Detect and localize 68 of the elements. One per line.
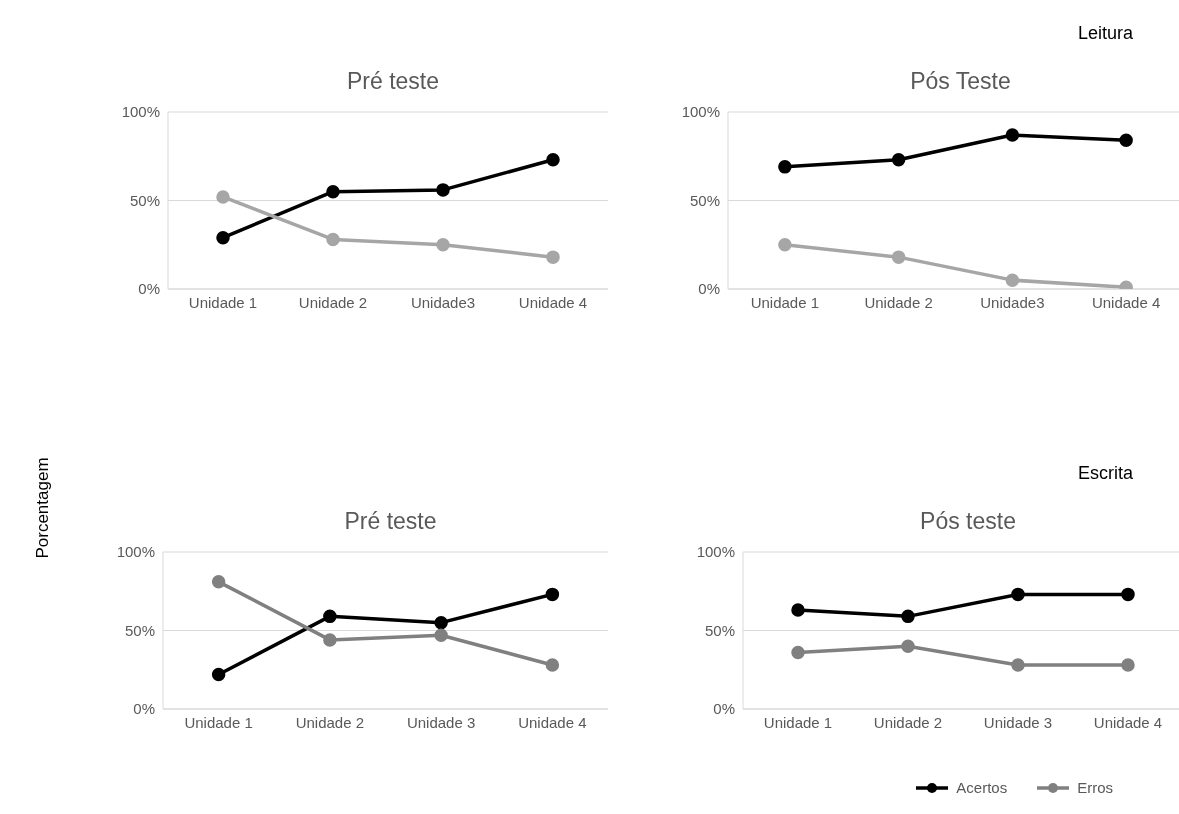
point bbox=[1121, 658, 1135, 672]
y-tick-label: 100% bbox=[121, 103, 160, 121]
y-tick-label: 100% bbox=[116, 543, 155, 561]
y-tick-label: 0% bbox=[713, 700, 735, 718]
x-tick-label: Unidade 1 bbox=[184, 713, 253, 731]
y-axis-title: Porcentagem bbox=[33, 456, 53, 561]
point bbox=[323, 633, 337, 647]
x-tick-label: Unidade 4 bbox=[1093, 713, 1163, 731]
point bbox=[891, 250, 906, 264]
chart-title: Pré teste bbox=[343, 508, 438, 536]
point bbox=[891, 153, 906, 167]
point bbox=[211, 667, 226, 682]
x-tick-label: Unidade 1 bbox=[750, 293, 820, 311]
point bbox=[1005, 128, 1020, 142]
chart-title: Pré teste bbox=[345, 68, 440, 96]
x-tick-label: Unidade 4 bbox=[518, 293, 588, 311]
x-tick-label: Unidade 2 bbox=[298, 293, 368, 311]
y-tick-label: 100% bbox=[681, 103, 720, 121]
y-tick-label: 100% bbox=[696, 543, 735, 561]
x-tick-label: Unidade 2 bbox=[864, 293, 933, 311]
chart-title: Pós teste bbox=[919, 508, 1017, 536]
x-tick-label: Unidade 3 bbox=[406, 713, 476, 731]
text: Escrita bbox=[1077, 463, 1133, 484]
point bbox=[901, 609, 915, 624]
y-tick-label: 0% bbox=[698, 280, 720, 298]
point bbox=[216, 190, 230, 204]
x-tick-label: Unidade 4 bbox=[1091, 293, 1161, 311]
x-tick-label: Unidade 2 bbox=[295, 713, 365, 731]
point bbox=[791, 603, 805, 617]
point bbox=[1011, 658, 1025, 672]
y-tick-label: 0% bbox=[138, 280, 160, 298]
point bbox=[326, 232, 340, 247]
legend-label: Erros bbox=[1077, 779, 1113, 796]
point bbox=[1119, 133, 1133, 148]
point bbox=[1005, 273, 1020, 287]
point bbox=[211, 575, 226, 589]
x-tick-label: Unidade3 bbox=[410, 293, 476, 311]
point bbox=[546, 153, 560, 167]
point bbox=[546, 250, 560, 264]
x-tick-label: Unidade 4 bbox=[518, 713, 587, 731]
y-tick-label: 50% bbox=[704, 621, 735, 639]
point bbox=[545, 587, 560, 602]
point bbox=[1121, 587, 1135, 602]
point bbox=[436, 238, 450, 252]
y-tick-label: 0% bbox=[133, 700, 155, 718]
point bbox=[901, 639, 915, 653]
y-tick-label: 50% bbox=[689, 191, 720, 209]
x-tick-label: Unidade 1 bbox=[763, 713, 833, 731]
x-tick-label: Unidade3 bbox=[980, 293, 1045, 311]
point bbox=[436, 183, 450, 197]
point bbox=[778, 238, 792, 252]
x-tick-label: Unidade 2 bbox=[873, 713, 943, 731]
point bbox=[434, 628, 448, 642]
point bbox=[323, 609, 337, 624]
point bbox=[791, 645, 805, 660]
point bbox=[216, 230, 230, 245]
text: Leitura bbox=[1077, 23, 1133, 44]
y-tick-label: 50% bbox=[124, 621, 155, 639]
point bbox=[434, 615, 448, 630]
x-tick-label: Unidade 3 bbox=[983, 713, 1053, 731]
y-tick-label: 50% bbox=[129, 191, 160, 209]
point bbox=[778, 160, 792, 174]
x-tick-label: Unidade 1 bbox=[188, 293, 258, 311]
point bbox=[1011, 587, 1025, 602]
chart-title: Pós Teste bbox=[909, 68, 1012, 96]
point bbox=[545, 658, 560, 672]
point bbox=[326, 184, 340, 199]
legend-label: Acertos bbox=[956, 779, 1008, 796]
